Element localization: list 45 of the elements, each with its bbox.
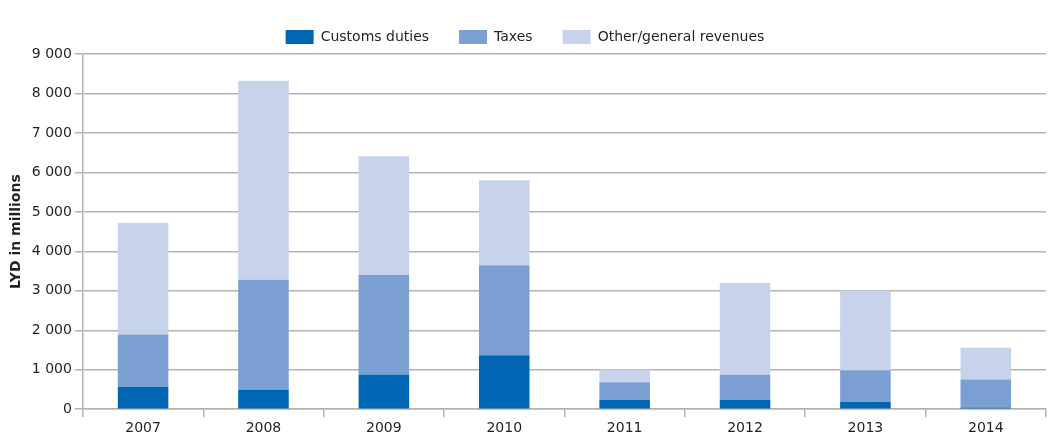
bar [238,279,289,390]
y-tick-label: 9 000 [31,44,72,61]
x-tick-label: 2011 [606,419,643,436]
bar [478,355,530,409]
y-tick-label: 8 000 [31,84,72,101]
bar [358,156,410,276]
bar [719,374,771,400]
legend-label: Taxes [493,27,533,44]
y-tick-label: 5 000 [31,202,72,219]
x-tick-label: 2009 [366,419,402,436]
y-tick-label: 7 000 [31,123,72,140]
bar [599,399,650,409]
bar [719,282,771,375]
bar [960,379,1012,408]
bar [478,265,530,356]
bar [599,369,650,383]
bar [117,386,169,409]
bar [117,334,169,387]
bar [238,389,289,409]
legend-label: Customs duties [320,27,430,44]
bar [599,382,650,400]
legend-label: Other/general revenues [597,27,765,44]
bar [478,180,530,266]
bar [117,222,169,335]
bar [840,290,891,371]
x-tick-label: 2007 [125,419,161,436]
x-tick-label: 2014 [967,419,1004,436]
y-tick-label: 1 000 [31,360,72,377]
bar [719,399,771,409]
y-tick-label: 4 000 [31,241,72,258]
x-tick-label: 2010 [486,419,523,436]
bar [840,401,891,409]
bar [238,80,289,280]
x-tick-label: 2012 [727,419,763,436]
x-tick-label: 2008 [245,419,282,436]
y-tick-label: 6 000 [31,163,72,180]
y-tick-label: 2 000 [31,320,72,337]
bar [358,275,410,375]
y-axis-title: LYD in millions [7,174,24,289]
y-tick-label: 0 [62,399,72,416]
bar [840,370,891,402]
bar [960,347,1012,380]
bar [358,374,410,409]
x-tick-label: 2013 [847,419,884,436]
y-tick-label: 3 000 [31,281,72,298]
